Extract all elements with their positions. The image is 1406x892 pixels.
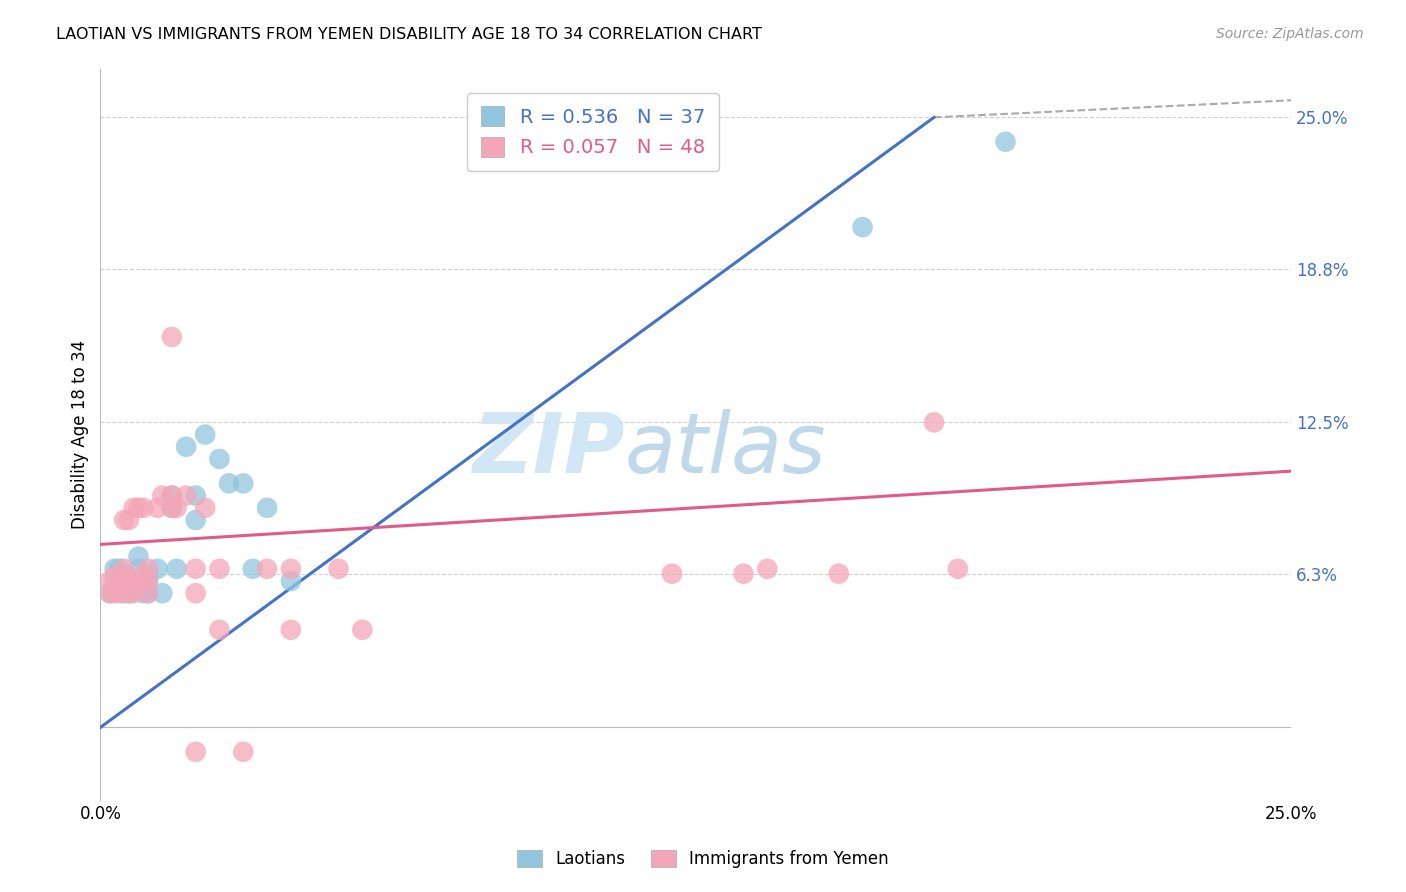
Point — [122, 586, 145, 600]
Point — [127, 562, 149, 576]
Point — [160, 489, 183, 503]
Point — [232, 476, 254, 491]
Point — [280, 574, 302, 588]
Point — [136, 562, 159, 576]
Point — [122, 500, 145, 515]
Point — [104, 562, 127, 576]
Point — [194, 427, 217, 442]
Point — [108, 574, 131, 588]
Point — [208, 623, 231, 637]
Point — [328, 562, 350, 576]
Point — [184, 489, 207, 503]
Point — [132, 500, 155, 515]
Point — [851, 220, 873, 235]
Point — [136, 569, 159, 583]
Point — [104, 586, 127, 600]
Point — [98, 574, 121, 588]
Point — [160, 330, 183, 344]
Legend: R = 0.536   N = 37, R = 0.057   N = 48: R = 0.536 N = 37, R = 0.057 N = 48 — [467, 93, 718, 171]
Point — [166, 500, 188, 515]
Point — [280, 562, 302, 576]
Point — [184, 586, 207, 600]
Point — [256, 500, 278, 515]
Point — [922, 416, 945, 430]
Point — [118, 574, 141, 588]
Text: atlas: atlas — [624, 409, 825, 490]
Point — [127, 549, 149, 564]
Point — [136, 574, 159, 588]
Point — [104, 569, 127, 583]
Point — [122, 579, 145, 593]
Point — [136, 586, 159, 600]
Point — [828, 566, 851, 581]
Point — [122, 574, 145, 588]
Point — [280, 623, 302, 637]
Point — [112, 574, 135, 588]
Point — [352, 623, 374, 637]
Point — [132, 574, 155, 588]
Point — [661, 566, 683, 581]
Point — [166, 562, 188, 576]
Point — [112, 569, 135, 583]
Point — [160, 500, 183, 515]
Point — [132, 569, 155, 583]
Text: Source: ZipAtlas.com: Source: ZipAtlas.com — [1216, 27, 1364, 41]
Point — [184, 745, 207, 759]
Point — [208, 562, 231, 576]
Text: ZIP: ZIP — [472, 409, 624, 490]
Point — [132, 586, 155, 600]
Point — [118, 513, 141, 527]
Point — [112, 582, 135, 596]
Point — [146, 562, 169, 576]
Point — [112, 562, 135, 576]
Legend: Laotians, Immigrants from Yemen: Laotians, Immigrants from Yemen — [510, 843, 896, 875]
Point — [118, 574, 141, 588]
Point — [994, 135, 1017, 149]
Point — [108, 579, 131, 593]
Point — [104, 574, 127, 588]
Point — [146, 500, 169, 515]
Text: LAOTIAN VS IMMIGRANTS FROM YEMEN DISABILITY AGE 18 TO 34 CORRELATION CHART: LAOTIAN VS IMMIGRANTS FROM YEMEN DISABIL… — [56, 27, 762, 42]
Point — [174, 440, 197, 454]
Point — [208, 452, 231, 467]
Point — [136, 574, 159, 588]
Point — [136, 586, 159, 600]
Point — [160, 489, 183, 503]
Point — [108, 586, 131, 600]
Point — [118, 586, 141, 600]
Point — [218, 476, 240, 491]
Point — [242, 562, 264, 576]
Point — [112, 586, 135, 600]
Point — [112, 513, 135, 527]
Point — [232, 745, 254, 759]
Point — [946, 562, 969, 576]
Point — [127, 574, 149, 588]
Point — [108, 562, 131, 576]
Point — [184, 513, 207, 527]
Point — [174, 489, 197, 503]
Point — [112, 569, 135, 583]
Point — [733, 566, 755, 581]
Point — [194, 500, 217, 515]
Point — [150, 586, 173, 600]
Point — [184, 562, 207, 576]
Point — [127, 500, 149, 515]
Point — [150, 489, 173, 503]
Point — [112, 574, 135, 588]
Point — [98, 586, 121, 600]
Point — [118, 586, 141, 600]
Point — [98, 586, 121, 600]
Point — [108, 574, 131, 588]
Y-axis label: Disability Age 18 to 34: Disability Age 18 to 34 — [72, 340, 89, 529]
Point — [756, 562, 779, 576]
Point — [160, 500, 183, 515]
Point — [256, 562, 278, 576]
